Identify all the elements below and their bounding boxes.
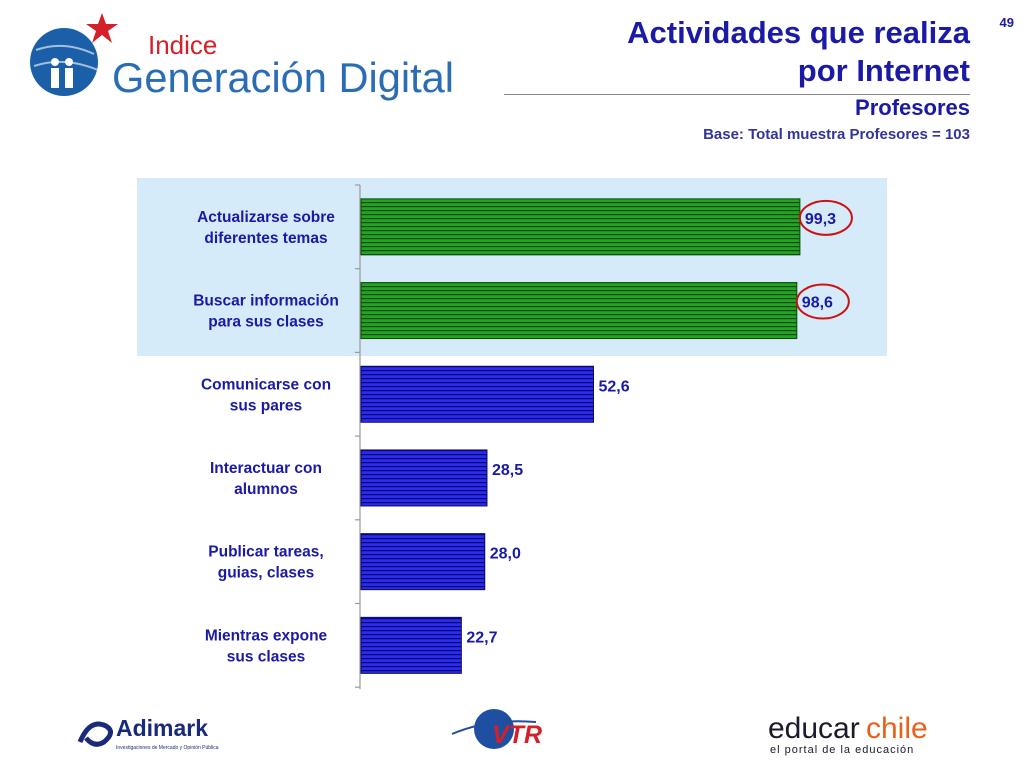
value-label: 99,3 <box>805 211 836 228</box>
value-label: 28,0 <box>490 546 521 563</box>
value-label: 98,6 <box>802 295 833 312</box>
adimark-name: Adimark <box>116 715 208 741</box>
adimark-tagline: Investigaciones de Mercado y Opinión Púb… <box>116 745 219 751</box>
category-label: Comunicarse con sus pares <box>201 376 331 414</box>
category-label: Buscar información para sus clases <box>193 293 339 331</box>
title-divider <box>504 94 970 95</box>
category-label: Interactuar con alumnos <box>210 460 322 498</box>
indice-generacion-digital-logo: Indice Generación Digital <box>30 13 454 101</box>
page-title-line2: por Internet <box>797 53 970 88</box>
value-label: 28,5 <box>492 462 523 479</box>
page-subtitle: Profesores <box>855 95 970 120</box>
page-title-line1: Actividades que realiza <box>627 15 970 50</box>
category-label: Actualizarse sobre diferentes temas <box>197 209 335 247</box>
highlight-circle <box>798 199 853 236</box>
category-label: Publicar tareas, guias, clases <box>208 544 323 582</box>
base-note: Base: Total muestra Profesores = 103 <box>703 126 970 143</box>
educar-tagline: el portal de la educación <box>770 744 914 756</box>
educarchile-logo: educar chile el portal de la educación <box>768 712 928 756</box>
educar-part1: educar <box>768 712 860 745</box>
vtr-globe-icon <box>474 709 514 749</box>
bar <box>360 449 488 507</box>
page-number: 49 <box>999 15 1014 30</box>
bar <box>360 616 462 674</box>
bar <box>360 365 594 423</box>
vtr-logo: VTR <box>451 709 542 749</box>
vtr-name: VTR <box>492 721 542 749</box>
value-label: 52,6 <box>598 378 629 395</box>
highlight-circle <box>795 283 850 320</box>
category-label: Mientras expone sus clases <box>205 627 328 665</box>
bar <box>360 198 801 256</box>
star-icon <box>86 13 118 43</box>
adimark-logo: Adimark Investigaciones de Mercado y Opi… <box>77 715 219 751</box>
bar <box>360 282 798 340</box>
brand-large: Generación Digital <box>112 54 454 101</box>
title-block: Actividades que realiza por Internet <box>550 14 970 90</box>
brand-small: Indice <box>148 30 217 60</box>
bar <box>360 533 486 591</box>
educar-part2: chile <box>866 712 928 745</box>
value-label: 22,7 <box>466 629 497 646</box>
